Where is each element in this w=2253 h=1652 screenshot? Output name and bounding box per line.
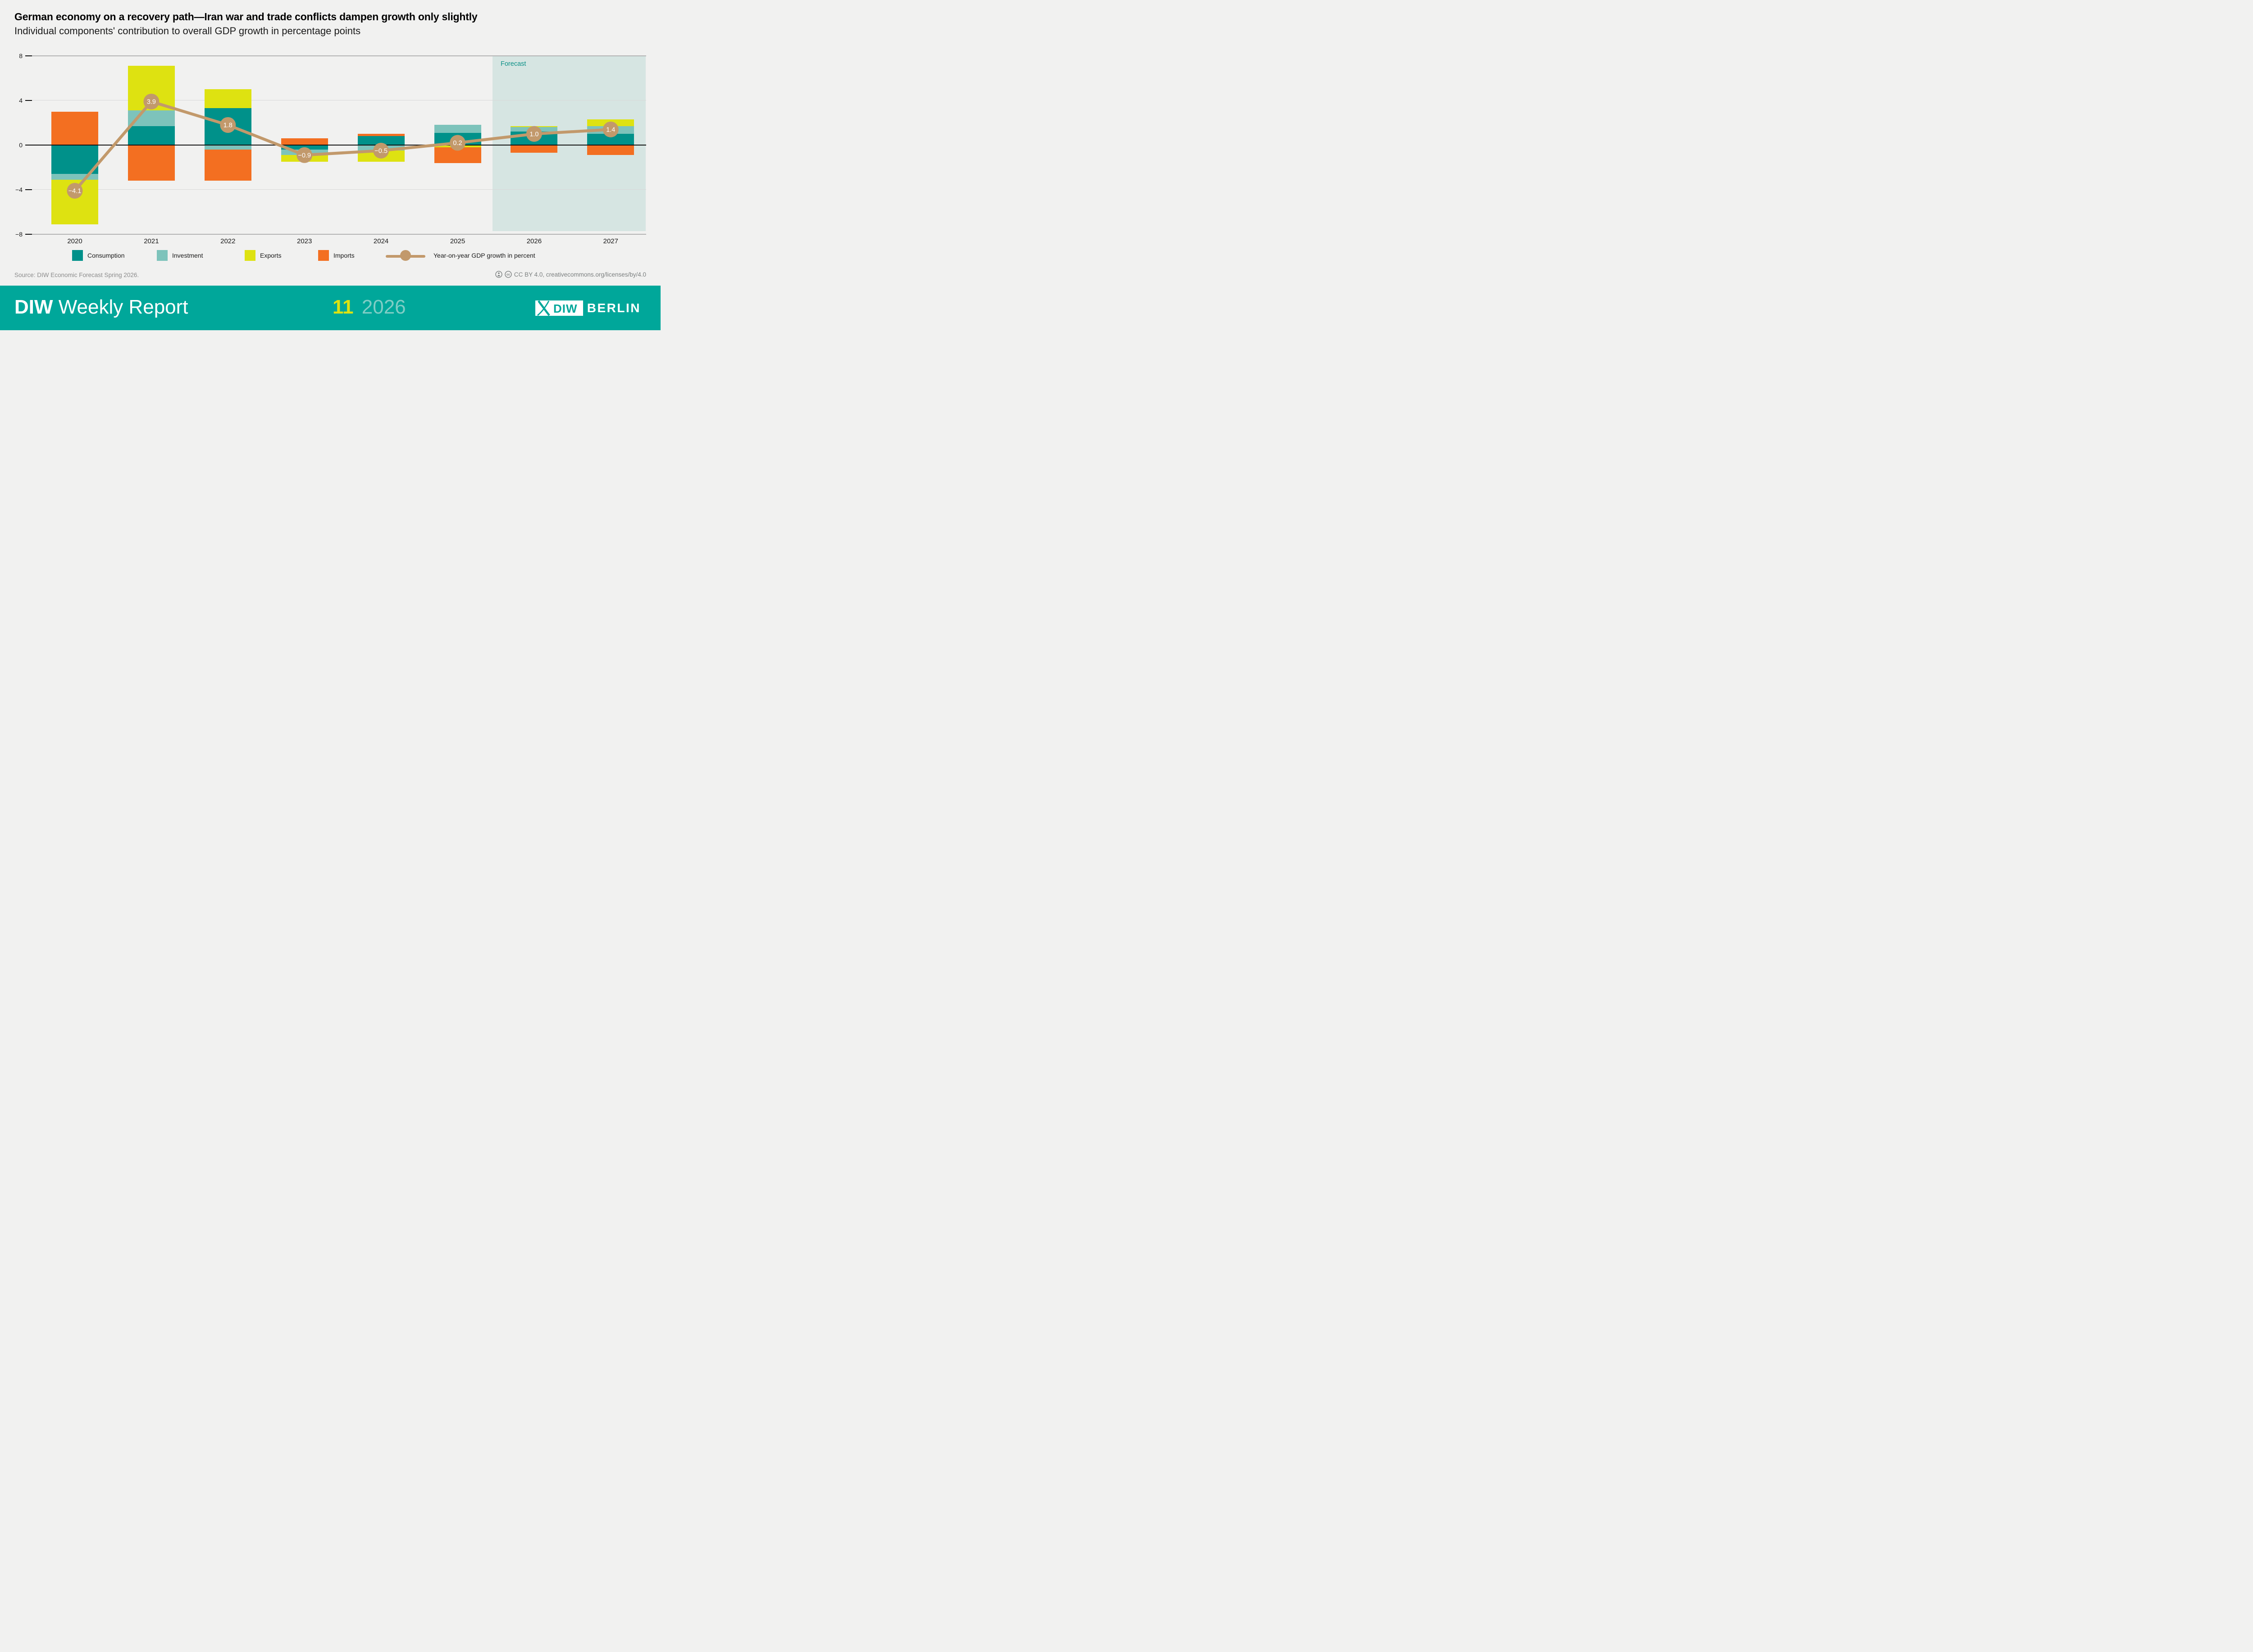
bar-segment-imports (281, 138, 328, 145)
bar-segment-imports (511, 145, 558, 153)
legend-label-gdp-line: Year-on-year GDP growth in percent (433, 252, 535, 259)
x-tick-label: 2020 (67, 237, 82, 245)
legend-line-marker-icon (400, 250, 411, 261)
y-tick (25, 234, 32, 235)
bar-segment-consumption (204, 108, 251, 145)
zero-line (32, 145, 646, 146)
forecast-label: Forecast (501, 60, 526, 68)
y-tick (25, 55, 32, 56)
attribution-icon (495, 271, 502, 278)
x-tick-label: 2022 (220, 237, 236, 245)
svg-text:DIW: DIW (553, 302, 578, 315)
x-tick-label: 2023 (297, 237, 312, 245)
bar-segment-imports (128, 145, 175, 181)
bar-segment-consumption (281, 145, 328, 150)
y-tick-label: 8 (19, 52, 23, 59)
bar-segment-imports (434, 147, 481, 163)
y-tick-label: 0 (19, 141, 23, 149)
legend-label-imports: Imports (333, 252, 355, 259)
x-tick-label: 2027 (603, 237, 618, 245)
footer-bar: DIW Weekly Report 11 2026 DIW BERLIN (0, 286, 661, 330)
footer-brand-diw: DIW (14, 296, 53, 318)
legend-swatch-investment (157, 250, 168, 261)
bar-segment-imports (51, 111, 98, 145)
source-note: Source: DIW Economic Forecast Spring 202… (14, 272, 139, 278)
legend-label-exports: Exports (260, 252, 282, 259)
legend-label-investment: Investment (172, 252, 203, 259)
bar-segment-exports (204, 89, 251, 109)
footer-issue-year: 2026 (361, 296, 406, 318)
x-tick-label: 2024 (373, 237, 389, 245)
legend-swatch-imports (318, 250, 329, 261)
bar-segment-imports (587, 145, 634, 155)
bar-segment-investment (51, 174, 98, 180)
cc-icon: cc (505, 271, 512, 278)
x-tick-label: 2026 (526, 237, 542, 245)
bar-segment-consumption (511, 132, 558, 145)
bar-segment-exports (357, 150, 405, 162)
legend-swatch-exports (245, 250, 255, 261)
bar-segment-exports (587, 119, 634, 126)
diw-logo-emblem-icon: DIW (535, 300, 583, 316)
bar-segment-exports (128, 66, 175, 111)
bar-segment-consumption (128, 126, 175, 145)
bar-segment-investment (281, 149, 328, 155)
gridline (32, 55, 646, 56)
bar-segment-consumption (357, 136, 405, 145)
bar-segment-imports (204, 149, 251, 181)
bar-segment-exports (511, 126, 558, 127)
bar-segment-investment (128, 110, 175, 126)
x-tick-label: 2021 (144, 237, 159, 245)
bar-segment-investment (357, 145, 405, 151)
y-tick (25, 100, 32, 101)
license-text: CC BY 4.0, creativecommons.org/licenses/… (514, 271, 646, 278)
x-tick-label: 2025 (450, 237, 465, 245)
chart-plot-area: Forecast 8 4 0 −4 −8 2020 2021 2022 2023 2024 2025 2… (0, 0, 661, 250)
y-tick-label: −8 (15, 231, 23, 238)
y-tick-label: 4 (19, 97, 23, 104)
bar-segment-consumption (51, 145, 98, 174)
bar-segment-imports (357, 134, 405, 137)
chart-title: German economy on a recovery path—Iran w… (14, 11, 478, 23)
legend: Consumption Investment Exports Imports Y… (0, 250, 661, 262)
diw-logo-berlin-text: BERLIN (587, 300, 641, 315)
bar-segment-consumption (587, 134, 634, 145)
diw-berlin-logo: DIW BERLIN (535, 286, 641, 330)
legend-swatch-consumption (72, 250, 83, 261)
bar-segment-investment (587, 126, 634, 134)
page: German economy on a recovery path—Iran w… (0, 0, 661, 330)
chart-subtitle: Individual components' contribution to o… (14, 25, 361, 36)
svg-text:cc: cc (506, 273, 510, 277)
footer-brand-weekly-report: Weekly Report (58, 296, 188, 318)
footer-issue: 11 2026 (333, 286, 406, 330)
legend-label-consumption: Consumption (87, 252, 125, 259)
gridline (32, 189, 646, 190)
bar-segment-investment (204, 145, 251, 150)
bar-segment-exports (281, 155, 328, 162)
y-tick (25, 189, 32, 190)
bar-segment-investment (511, 127, 558, 132)
footer-brand: DIW Weekly Report (14, 286, 188, 330)
footer-issue-number: 11 (333, 296, 354, 318)
license-note: cc CC BY 4.0, creativecommons.org/licens… (495, 271, 646, 278)
gridline (32, 234, 646, 235)
y-tick-label: −4 (15, 186, 23, 193)
bar-segment-exports (51, 179, 98, 224)
bar-segment-investment (434, 125, 481, 133)
y-tick (25, 145, 32, 146)
bar-segment-consumption (434, 132, 481, 145)
